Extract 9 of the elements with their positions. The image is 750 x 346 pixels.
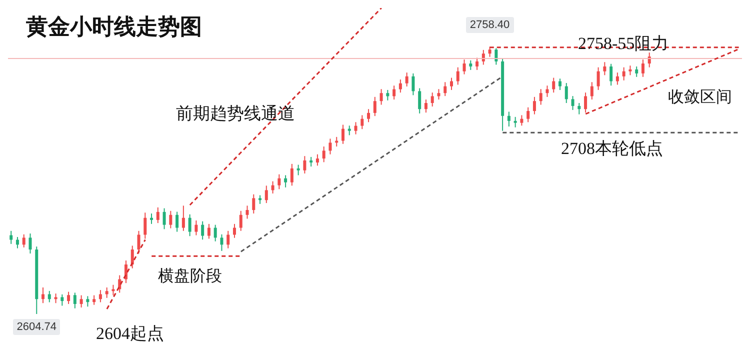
annotation: 前期趋势线通道 <box>176 103 295 125</box>
annotation: 2758.40 <box>466 16 514 33</box>
annotation: 2708本轮低点 <box>561 138 663 160</box>
annotation: 2758-55阻力 <box>578 33 669 55</box>
text: 2604起点 <box>96 323 164 345</box>
chart-title: 黄金小时线走势图 <box>26 13 202 41</box>
annotation: 横盘阶段 <box>158 266 222 287</box>
annotation: 收敛区间 <box>668 88 732 108</box>
annotation: 2604.74 <box>12 319 60 335</box>
